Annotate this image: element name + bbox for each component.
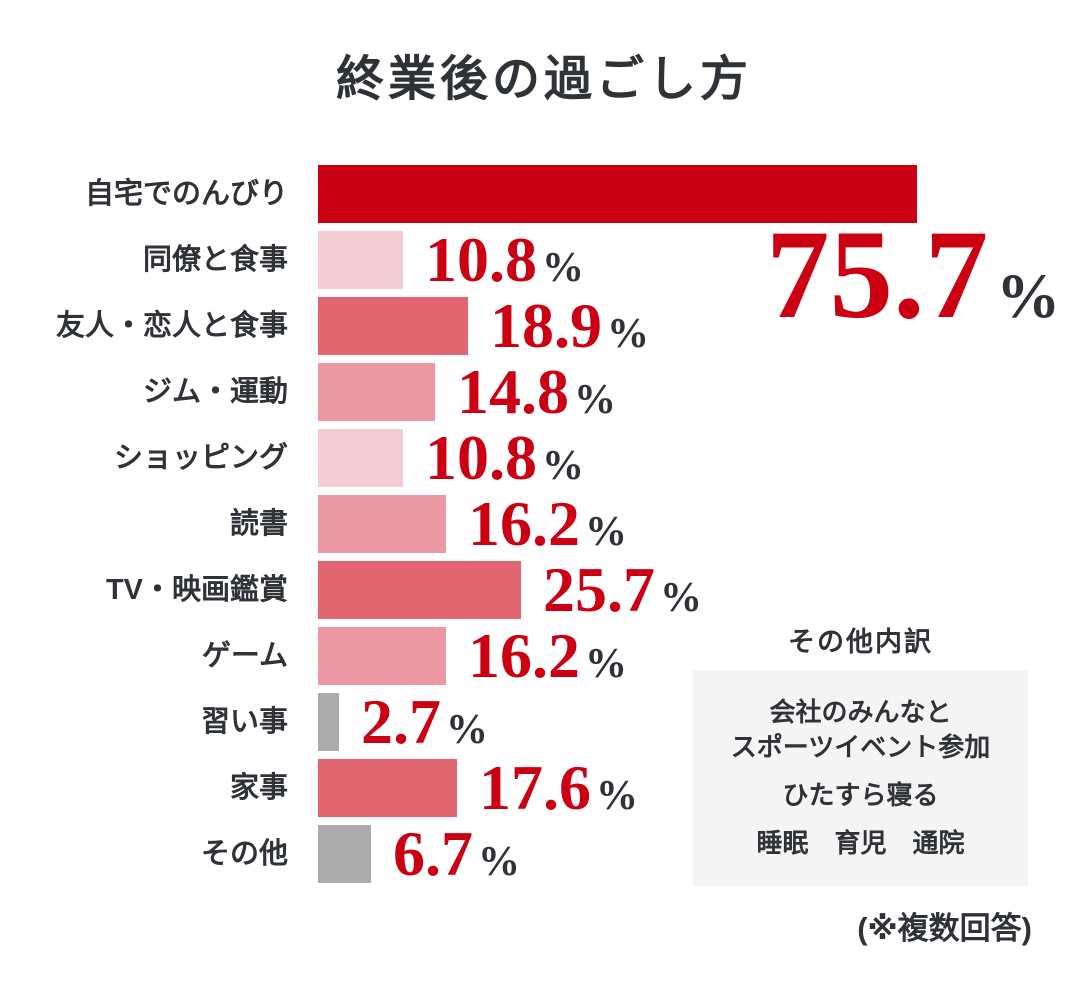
category-label: ショッピング — [113, 441, 288, 474]
value-number: 6.7 — [393, 818, 473, 889]
category-label: 読書 — [229, 507, 288, 540]
value-label: 10.8% — [425, 228, 584, 292]
chart-row: ゲーム 16.2% — [0, 624, 917, 688]
bar-track: 10.8% — [318, 228, 584, 292]
chart-row: 同僚と食事 10.8% — [0, 228, 917, 292]
value-number: 17.6 — [479, 752, 591, 823]
bar — [318, 495, 446, 553]
chart-row: ショッピング 10.8% — [0, 426, 917, 490]
bar-track: 16.2% — [318, 624, 627, 688]
value-unit: % — [660, 575, 702, 621]
value-label: 17.6% — [479, 756, 638, 820]
bar — [318, 627, 446, 685]
value-label: 16.2% — [468, 492, 627, 556]
value-label: 18.9% — [490, 294, 649, 358]
bar — [318, 693, 339, 751]
value-unit: % — [596, 773, 638, 819]
top-bar-value: 75.7% — [766, 212, 1060, 339]
category-label: 家事 — [229, 771, 288, 804]
value-number: 10.8 — [425, 422, 537, 493]
category-label: ジム・運動 — [142, 375, 288, 408]
bar-track: 18.9% — [318, 294, 649, 358]
bar-track: 16.2% — [318, 492, 627, 556]
chart-row: TV・映画鑑賞 25.7% — [0, 558, 917, 622]
value-number: 18.9 — [490, 290, 602, 361]
value-unit: % — [446, 707, 488, 753]
other-breakdown-box: 会社のみんなと スポーツイベント参加ひたすら寝る 睡眠 育児 通院 — [693, 670, 1028, 886]
bar — [318, 825, 371, 883]
other-breakdown-heading: その他内訳 — [788, 627, 933, 657]
bar-track: 17.6% — [318, 756, 638, 820]
value-label: 25.7% — [543, 558, 702, 622]
value-number: 14.8 — [457, 356, 569, 427]
bar — [318, 759, 457, 817]
value-number: 16.2 — [468, 488, 580, 559]
value-label: 16.2% — [468, 624, 627, 688]
top-bar-value-number: 75.7 — [766, 205, 989, 345]
bar — [318, 231, 403, 289]
bar — [318, 561, 521, 619]
bar — [318, 165, 917, 223]
category-label: TV・映画鑑賞 — [105, 573, 288, 606]
other-breakdown-entry: ひたすら寝る — [782, 780, 939, 810]
bar-track — [318, 165, 917, 223]
value-number: 25.7 — [543, 554, 655, 625]
bar-track: 6.7% — [318, 822, 520, 886]
value-unit: % — [574, 377, 616, 423]
value-unit: % — [542, 245, 584, 291]
top-bar-value-unit: % — [996, 260, 1061, 331]
category-label: 友人・恋人と食事 — [55, 309, 288, 342]
chart-row: 家事 17.6% — [0, 756, 917, 820]
other-breakdown-entry: 睡眠 育児 通院 — [756, 828, 965, 859]
value-unit: % — [585, 641, 627, 687]
category-label: 同僚と食事 — [142, 243, 288, 276]
category-label: 習い事 — [200, 705, 288, 738]
value-number: 10.8 — [425, 224, 537, 295]
chart-row: その他 6.7% — [0, 822, 917, 886]
chart-row: 読書 16.2% — [0, 492, 917, 556]
value-label: 6.7% — [393, 822, 520, 886]
bar-chart: 自宅でのんびり同僚と食事 10.8% 友人・恋人と食事 18.9% ジム・運動 14.8%… — [0, 165, 917, 891]
value-unit: % — [585, 509, 627, 555]
bar — [318, 363, 435, 421]
bar — [318, 297, 468, 355]
chart-title: 終業後の過ごし方 — [335, 53, 752, 106]
value-unit: % — [542, 443, 584, 489]
bar-track: 10.8% — [318, 426, 584, 490]
chart-row: 自宅でのんびり — [0, 165, 917, 223]
category-label: その他 — [200, 837, 288, 870]
chart-row: 友人・恋人と食事 18.9% — [0, 294, 917, 358]
category-label: 自宅でのんびり — [84, 177, 288, 210]
value-label: 14.8% — [457, 360, 616, 424]
bar — [318, 429, 403, 487]
category-label: ゲーム — [201, 639, 288, 672]
chart-row: ジム・運動 14.8% — [0, 360, 917, 424]
bar-track: 25.7% — [318, 558, 702, 622]
other-breakdown-entry: 会社のみんなと スポーツイベント参加 — [730, 696, 991, 762]
footnote: (※複数回答) — [857, 911, 1032, 946]
value-number: 16.2 — [468, 620, 580, 691]
bar-track: 14.8% — [318, 360, 616, 424]
value-unit: % — [607, 311, 649, 357]
value-number: 2.7 — [361, 686, 441, 757]
value-unit: % — [478, 839, 520, 885]
value-label: 2.7% — [361, 690, 488, 754]
bar-track: 2.7% — [318, 690, 488, 754]
chart-row: 習い事 2.7% — [0, 690, 917, 754]
value-label: 10.8% — [425, 426, 584, 490]
